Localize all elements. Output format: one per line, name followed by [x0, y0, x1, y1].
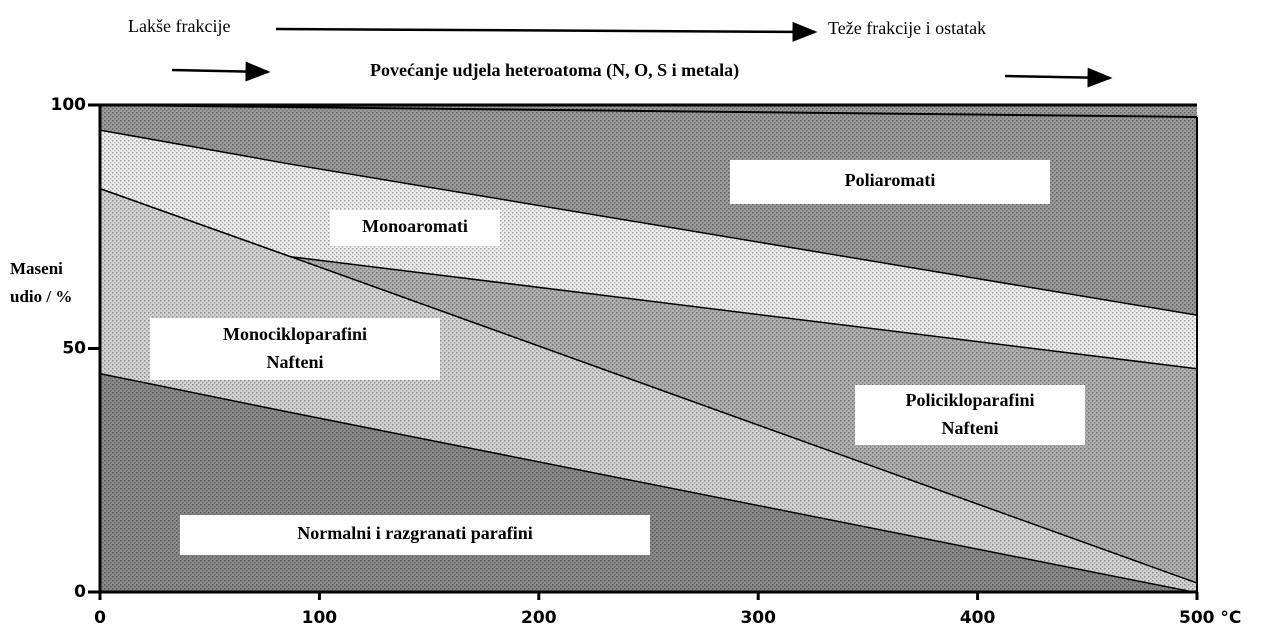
x-tick-label: 500 °C — [1179, 608, 1241, 628]
label-box — [730, 160, 1050, 204]
arrow — [1004, 67, 1113, 88]
y-tick-label: 100 — [51, 95, 87, 115]
region-label: Monocikloparafini — [223, 324, 367, 344]
y-axis-label: Maseni — [10, 259, 63, 278]
arrow — [171, 61, 271, 82]
region-label: Policikloparafini — [905, 390, 1034, 410]
x-tick-label: 300 — [740, 608, 776, 628]
region-label: Normalni i razgranati parafini — [297, 523, 532, 543]
label-box — [180, 515, 650, 555]
y-tick-label: 0 — [74, 582, 86, 602]
annotation: Povećanje udjela heteroatoma (N, O, S i … — [370, 60, 739, 81]
area-texture — [100, 187, 1197, 593]
region-label: Nafteni — [942, 418, 999, 438]
annotation: Lakše frakcije — [128, 16, 230, 36]
y-axis-label: udio / % — [10, 287, 72, 306]
label-box — [150, 318, 440, 380]
annotation: Teže frakcije i ostatak — [828, 18, 986, 38]
region-label: Poliaromati — [845, 170, 936, 190]
arrow — [275, 21, 818, 42]
x-tick-label: 400 — [960, 608, 996, 628]
y-tick-label: 50 — [62, 339, 86, 359]
label-box — [330, 210, 500, 246]
area-texture — [100, 129, 1197, 368]
region-label: Nafteni — [267, 352, 324, 372]
label-box — [855, 385, 1085, 445]
x-tick-label: 0 — [94, 608, 106, 628]
x-tick-label: 200 — [521, 608, 557, 628]
area-texture — [100, 105, 1197, 315]
axis-line — [99, 104, 1198, 118]
x-tick-label: 100 — [302, 608, 338, 628]
region-label: Monoaromati — [362, 216, 468, 236]
